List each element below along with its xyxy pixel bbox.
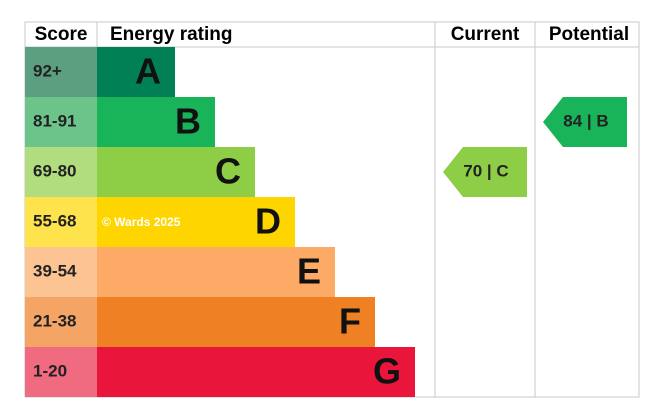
current-arrow: [443, 147, 527, 197]
band-bar: [97, 97, 215, 147]
score-label: 55-68: [33, 211, 76, 230]
score-cell: [25, 197, 97, 247]
score-label: 21-38: [33, 311, 76, 330]
header-potential: Potential: [549, 24, 629, 45]
score-label: 92+: [33, 61, 62, 80]
score-cell: [25, 347, 97, 397]
watermark: © Wards 2025: [102, 215, 181, 229]
score-label: 1-20: [33, 361, 67, 380]
header-score: Score: [35, 24, 88, 45]
band-letter: E: [297, 251, 321, 292]
score-label: 69-80: [33, 161, 76, 180]
band-bar: [97, 47, 175, 97]
bands: 92+ A 81-91 B 69-80 C 55-68 D © Wards 2025 39-54 E…: [25, 47, 415, 397]
band-bar: [97, 347, 415, 397]
band-letter: D: [255, 201, 281, 242]
band-bar: [97, 197, 295, 247]
band-letter: G: [373, 351, 401, 392]
potential-arrow: [543, 97, 627, 147]
band-letter: B: [175, 101, 201, 142]
score-cell: [25, 97, 97, 147]
band-letter: F: [339, 301, 361, 342]
band-letter: C: [215, 151, 241, 192]
score-cell: [25, 147, 97, 197]
header-rating: Energy rating: [110, 24, 232, 45]
current-label: 70 | C: [463, 161, 508, 180]
score-cell: [25, 247, 97, 297]
band-bar: [97, 147, 255, 197]
band-bar: [97, 297, 375, 347]
potential-label: 84 | B: [563, 111, 608, 130]
band-bar: [97, 247, 335, 297]
score-label: 39-54: [33, 261, 77, 280]
header-current: Current: [451, 24, 520, 45]
score-cell: [25, 297, 97, 347]
band-letter: A: [135, 51, 161, 92]
score-label: 81-91: [33, 111, 76, 130]
score-cell: [25, 47, 97, 97]
